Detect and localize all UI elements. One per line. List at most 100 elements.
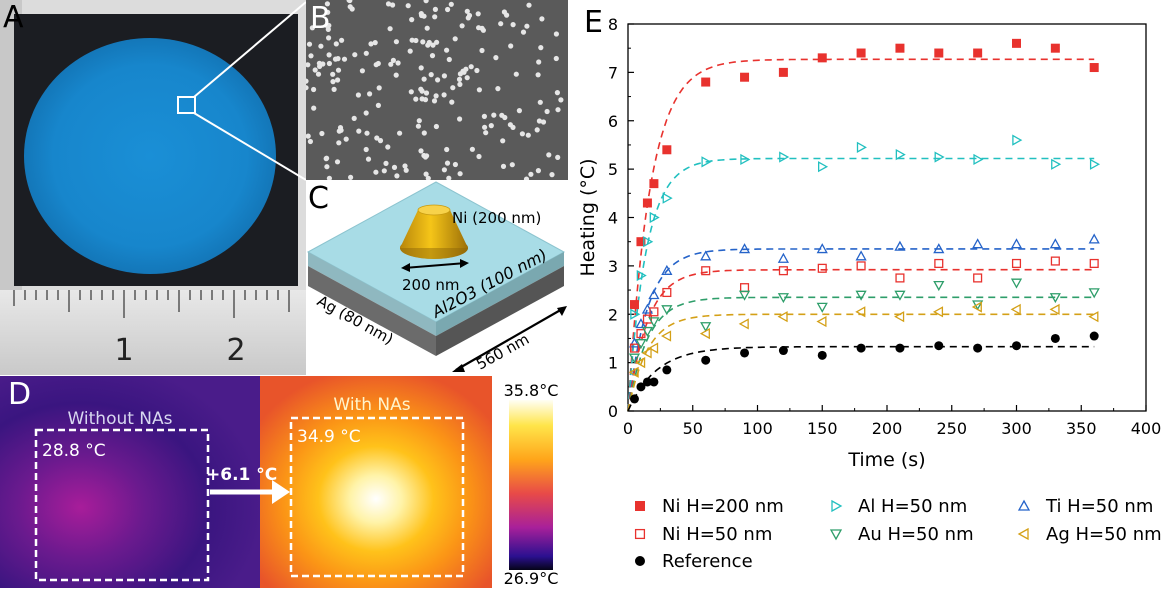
x-tick-label: 300 — [1001, 419, 1032, 438]
nanoparticle-dot — [457, 81, 463, 87]
nanoparticle-dot — [388, 61, 394, 67]
series-points — [629, 256, 1099, 353]
series-points — [628, 301, 1099, 378]
nanoparticle-dot — [324, 164, 330, 170]
data-point — [649, 307, 659, 317]
nanoparticle-dot — [312, 67, 318, 73]
nanoparticle-dot — [423, 90, 430, 96]
nanoparticle-dot — [316, 60, 322, 66]
nanoparticle-dot — [457, 116, 463, 122]
nanoparticle-dot — [425, 42, 431, 48]
data-point — [817, 350, 827, 360]
nanoparticle-dot — [493, 55, 499, 61]
nanoparticle-dot — [330, 79, 336, 85]
nanoparticle-dot — [476, 87, 482, 93]
nanoparticle-dot — [465, 15, 471, 21]
data-point — [1050, 43, 1060, 53]
nanoparticle-dot — [510, 22, 516, 28]
nanoparticle-dot — [459, 23, 465, 29]
nanoparticle-dot — [424, 25, 430, 31]
legend-item: Al H=50 nm — [831, 496, 967, 517]
data-point — [894, 311, 905, 323]
nanoparticle-dot — [393, 72, 399, 78]
nanoparticle-dot — [418, 86, 424, 92]
nanoparticle-dot — [409, 17, 415, 23]
data-point — [1088, 311, 1099, 323]
panel-letter-c: C — [308, 181, 329, 216]
data-point — [1010, 303, 1021, 316]
x-tick-label: 350 — [1066, 419, 1097, 438]
nanoparticle-dot — [491, 112, 497, 118]
legend-item: Ni H=50 nm — [634, 524, 772, 545]
nanoparticle-dot — [408, 89, 414, 95]
data-point — [661, 330, 672, 342]
nanoparticle-dot — [499, 112, 505, 118]
nanoparticle-dot — [524, 23, 530, 29]
nanoparticle-dot — [403, 167, 409, 173]
nanoparticle-dot — [385, 1, 392, 7]
nanoparticle-dot — [555, 107, 561, 113]
label-without-nas: Without NAs — [67, 409, 172, 429]
nanoparticle-dot — [431, 98, 438, 104]
nanoparticle-dot — [368, 41, 374, 47]
data-point — [662, 145, 672, 155]
nanoparticle-dot — [416, 118, 422, 124]
data-point — [933, 243, 945, 254]
nanoparticle-dot — [418, 65, 424, 71]
nanoparticle-dot — [351, 115, 357, 121]
series-points — [630, 134, 1101, 320]
nanoparticle-dot — [347, 4, 353, 10]
nanoparticle-dot — [341, 56, 348, 62]
nanoparticle-dot — [544, 108, 550, 115]
data-point — [895, 273, 905, 283]
data-point — [1051, 158, 1062, 170]
label-cone-diameter: 200 nm — [402, 276, 460, 294]
nanoparticle-dot — [536, 118, 542, 124]
legend-label: Ni H=50 nm — [662, 524, 772, 545]
fit-curve — [627, 296, 1095, 412]
data-point — [934, 258, 944, 269]
y-tick-label: 2 — [608, 305, 618, 324]
nanoparticle-dot — [332, 56, 339, 62]
nanoparticle-dot — [536, 59, 542, 65]
scale-max-label: 35.8°C — [504, 381, 559, 400]
data-point — [972, 238, 984, 249]
data-point — [648, 289, 660, 300]
data-point — [738, 318, 749, 330]
data-point — [649, 211, 660, 224]
nanoparticle-dot — [375, 60, 381, 67]
nanoparticle-dot — [305, 62, 311, 68]
legend-item: Ag H=50 nm — [1017, 524, 1161, 545]
legend-label: Ni H=200 nm — [662, 496, 784, 517]
nanoparticle-dot — [421, 130, 427, 136]
data-point — [777, 252, 790, 263]
nanoparticle-dot — [476, 25, 482, 31]
nanoparticle-dot — [452, 161, 458, 168]
nanoparticle-dot — [539, 16, 545, 22]
nanoparticle-dot — [554, 90, 560, 96]
data-point — [817, 161, 829, 173]
nanoantenna-schematic: Ni (200 nm) 200 nm Al2O3 (100 nm) Ag (80… — [306, 180, 568, 376]
nanoparticle-dot — [441, 167, 447, 173]
ruler-label-2: 2 — [226, 333, 245, 368]
nanoparticle-dot — [372, 40, 378, 46]
data-point — [1089, 158, 1101, 170]
nanoparticle-dot — [481, 113, 487, 119]
nanoparticle-dot — [359, 68, 365, 74]
data-point — [740, 153, 751, 166]
data-point — [934, 151, 945, 163]
legend-item: Reference — [635, 551, 753, 572]
nanoparticle-dot — [540, 119, 547, 125]
data-point — [894, 290, 906, 301]
nanoparticle-dot — [385, 144, 391, 150]
nanoparticle-dot — [337, 125, 344, 131]
nanoparticle-dot — [423, 171, 429, 177]
nanoparticle-dot — [452, 36, 458, 42]
nanoparticle-dot — [364, 130, 370, 136]
fit-curve — [627, 58, 1095, 412]
nanoparticle-dot — [390, 57, 396, 64]
nanoparticle-dot — [430, 42, 436, 48]
temp-without: 28.8 °C — [42, 441, 106, 461]
data-point — [629, 394, 639, 404]
data-point — [1049, 303, 1060, 316]
